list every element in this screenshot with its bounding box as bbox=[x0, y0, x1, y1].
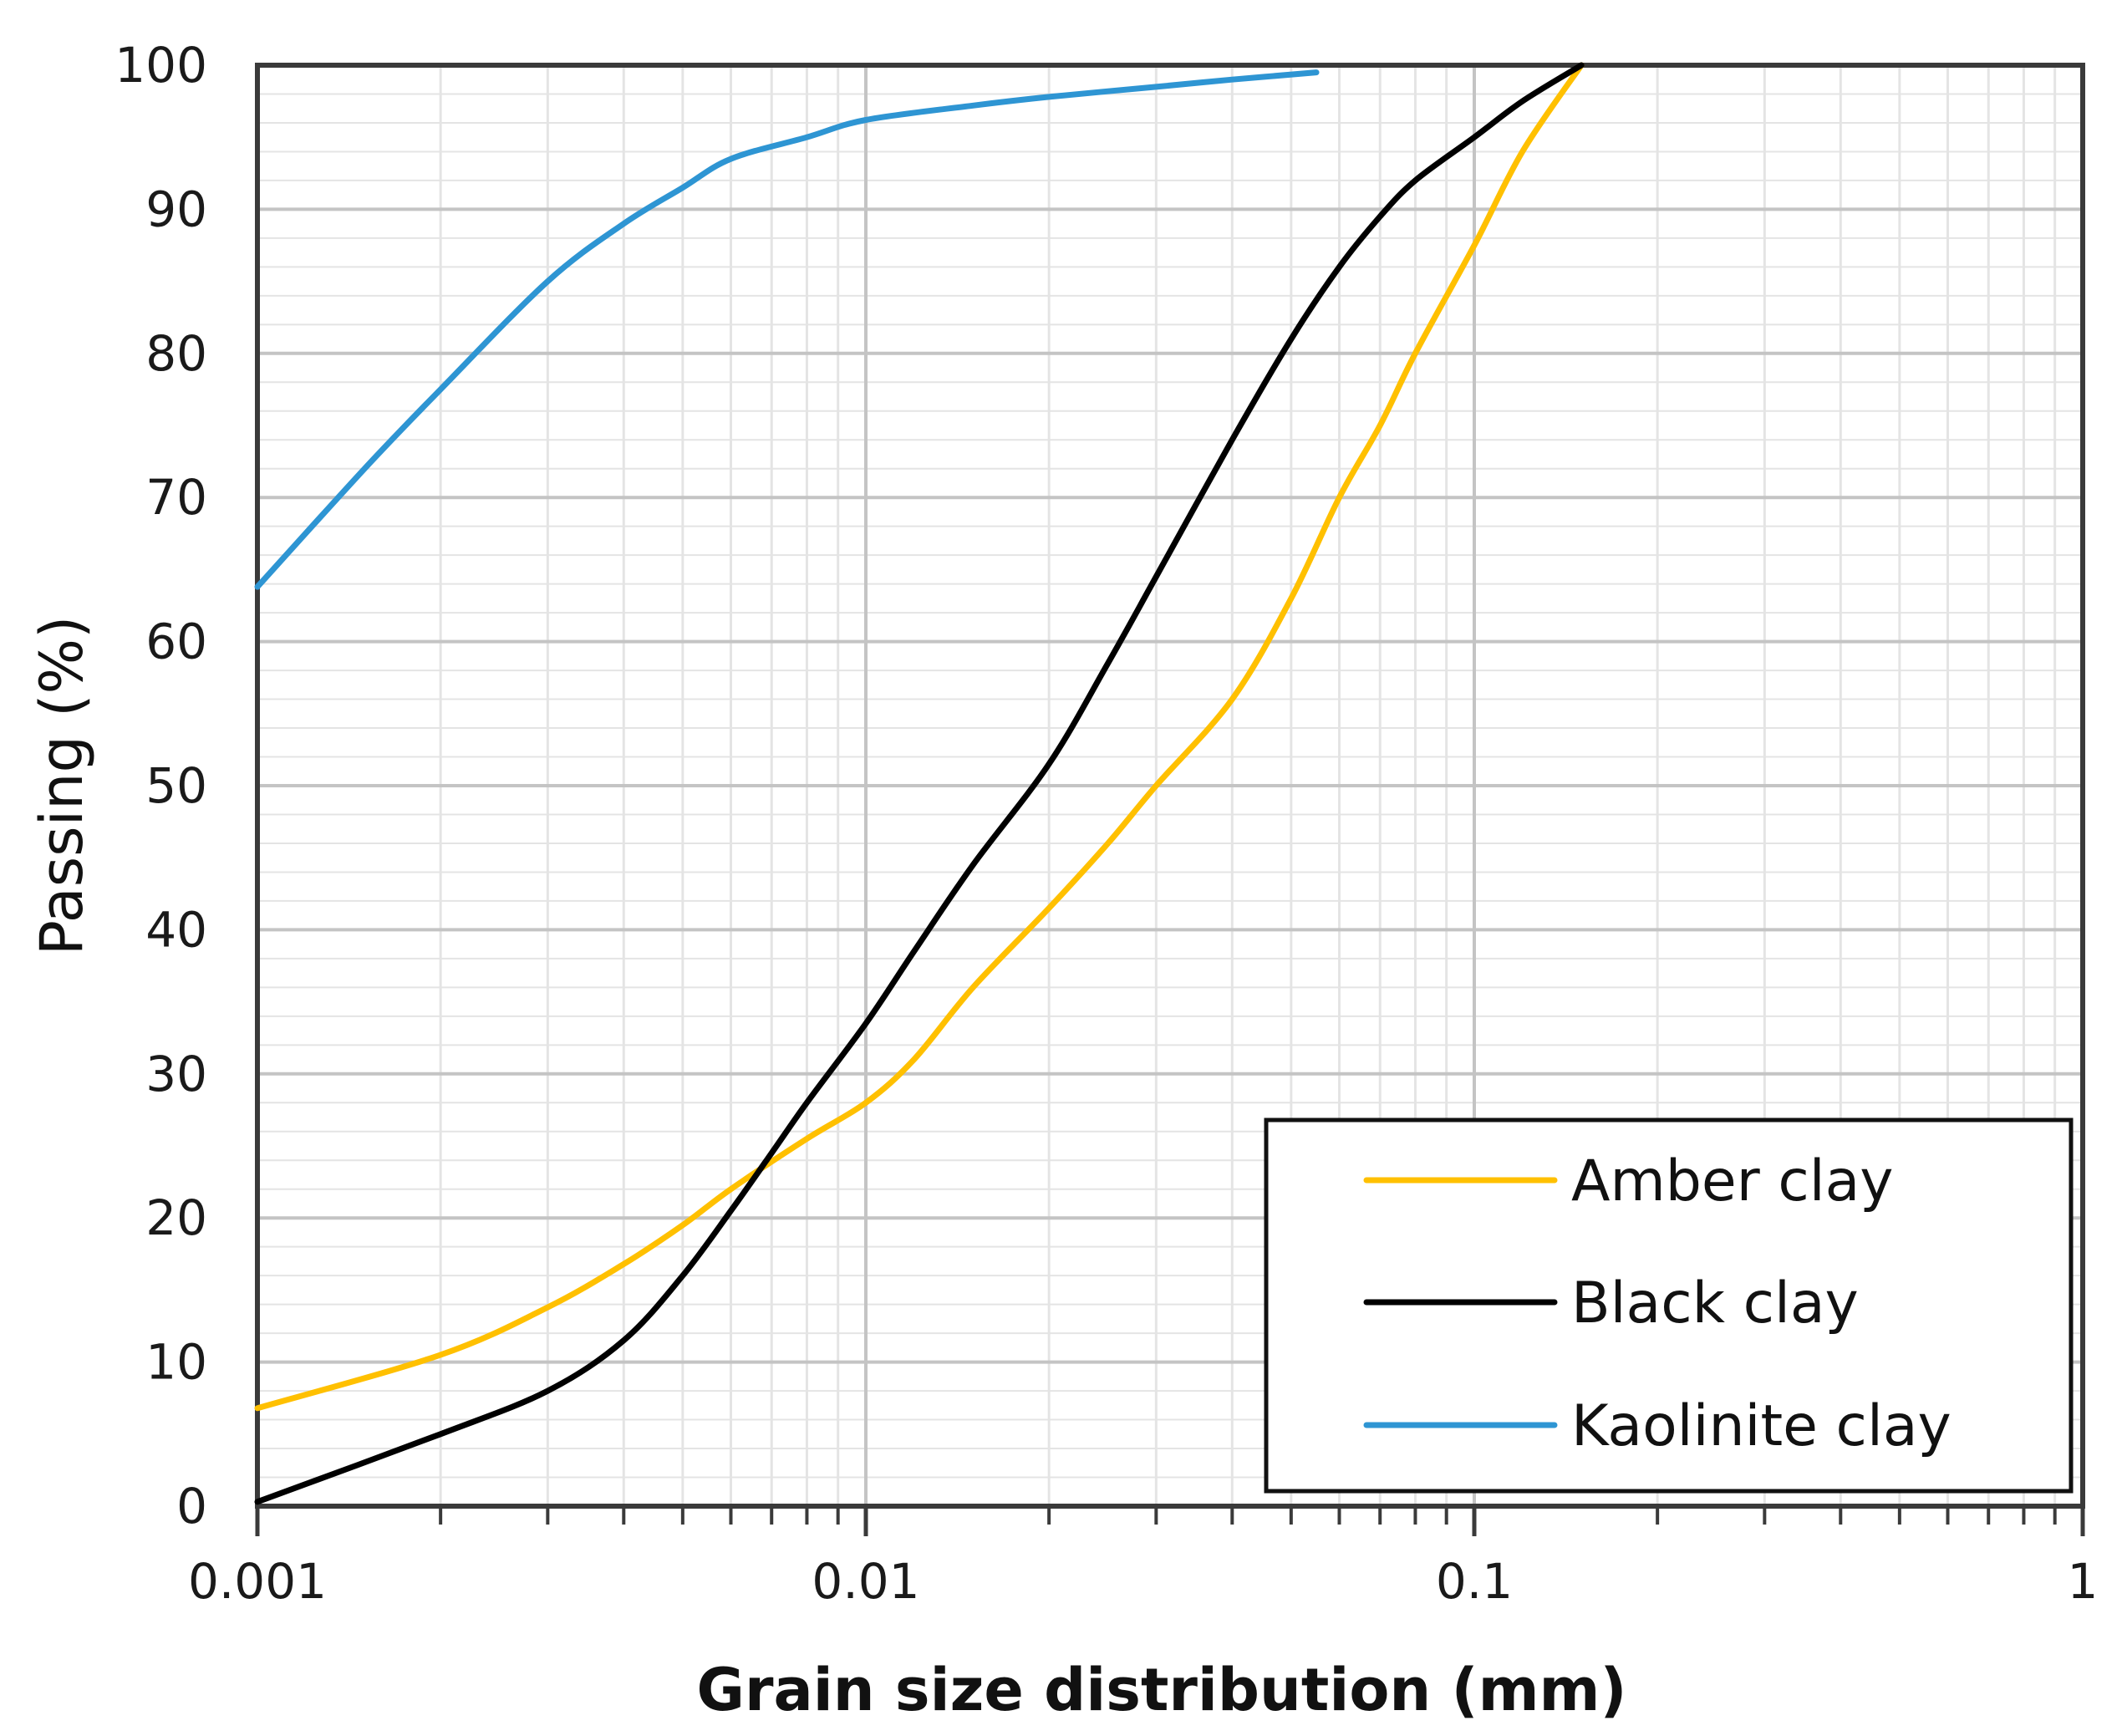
y-tick-label-20: 20 bbox=[145, 1189, 207, 1246]
legend-box bbox=[1264, 1117, 2074, 1494]
x-tick-label-1: 0.01 bbox=[812, 1553, 919, 1610]
y-tick-label-10: 10 bbox=[145, 1334, 207, 1391]
y-tick-label-60: 60 bbox=[145, 613, 207, 670]
y-tick-label-90: 90 bbox=[145, 181, 207, 237]
legend: Amber clay Black clay Kaolinite clay bbox=[1264, 1117, 2074, 1494]
plot-area-frame bbox=[255, 63, 2085, 1509]
y-tick-label-100: 100 bbox=[114, 37, 207, 94]
x-axis-tick-labels: 0.001 0.01 0.1 1 bbox=[188, 1553, 2098, 1610]
series-line-kaolinite-clay bbox=[254, 69, 1320, 590]
x-axis-title: Grain size distribution (mm) bbox=[697, 1656, 1627, 1724]
x-tick-label-2: 0.1 bbox=[1436, 1553, 1513, 1610]
y-tick-label-70: 70 bbox=[145, 469, 207, 526]
y-tick-label-40: 40 bbox=[145, 901, 207, 958]
x-axis-ticks bbox=[255, 1506, 2085, 1536]
y-tick-label-30: 30 bbox=[145, 1046, 207, 1102]
y-axis-tick-labels: 0 10 20 30 40 50 60 70 80 90 100 bbox=[114, 37, 207, 1535]
y-tick-label-0: 0 bbox=[176, 1478, 207, 1535]
y-tick-label-50: 50 bbox=[145, 757, 207, 814]
series-line-black-clay bbox=[254, 62, 1585, 1505]
legend-label-kaolinite-clay: Kaolinite clay bbox=[1571, 1393, 1952, 1459]
x-tick-label-3: 1 bbox=[2068, 1553, 2099, 1610]
legend-label-amber-clay: Amber clay bbox=[1571, 1148, 1894, 1214]
legend-label-black-clay: Black clay bbox=[1571, 1270, 1859, 1336]
series-line-amber-clay bbox=[254, 62, 1585, 1412]
y-tick-label-80: 80 bbox=[145, 325, 207, 382]
series-lines bbox=[254, 62, 1585, 1505]
y-axis-title: Passing (%) bbox=[28, 616, 96, 956]
x-tick-label-0: 0.001 bbox=[188, 1553, 327, 1610]
